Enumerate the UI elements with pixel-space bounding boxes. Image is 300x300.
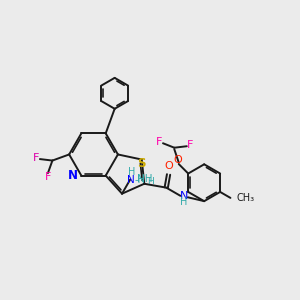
Text: F: F — [187, 140, 194, 150]
Text: O: O — [164, 161, 173, 171]
Text: O: O — [173, 155, 182, 166]
Text: -H: -H — [135, 175, 146, 185]
Text: F: F — [45, 172, 51, 182]
Text: S: S — [137, 158, 146, 170]
Text: N: N — [128, 175, 135, 185]
Text: F: F — [33, 154, 39, 164]
Text: H: H — [147, 177, 154, 186]
Text: F: F — [156, 137, 163, 147]
Text: H: H — [180, 197, 188, 207]
Text: H: H — [128, 167, 135, 177]
Text: N: N — [68, 169, 78, 182]
Text: N: N — [180, 191, 188, 201]
Text: NH: NH — [137, 174, 152, 184]
Text: CH₃: CH₃ — [237, 194, 255, 203]
